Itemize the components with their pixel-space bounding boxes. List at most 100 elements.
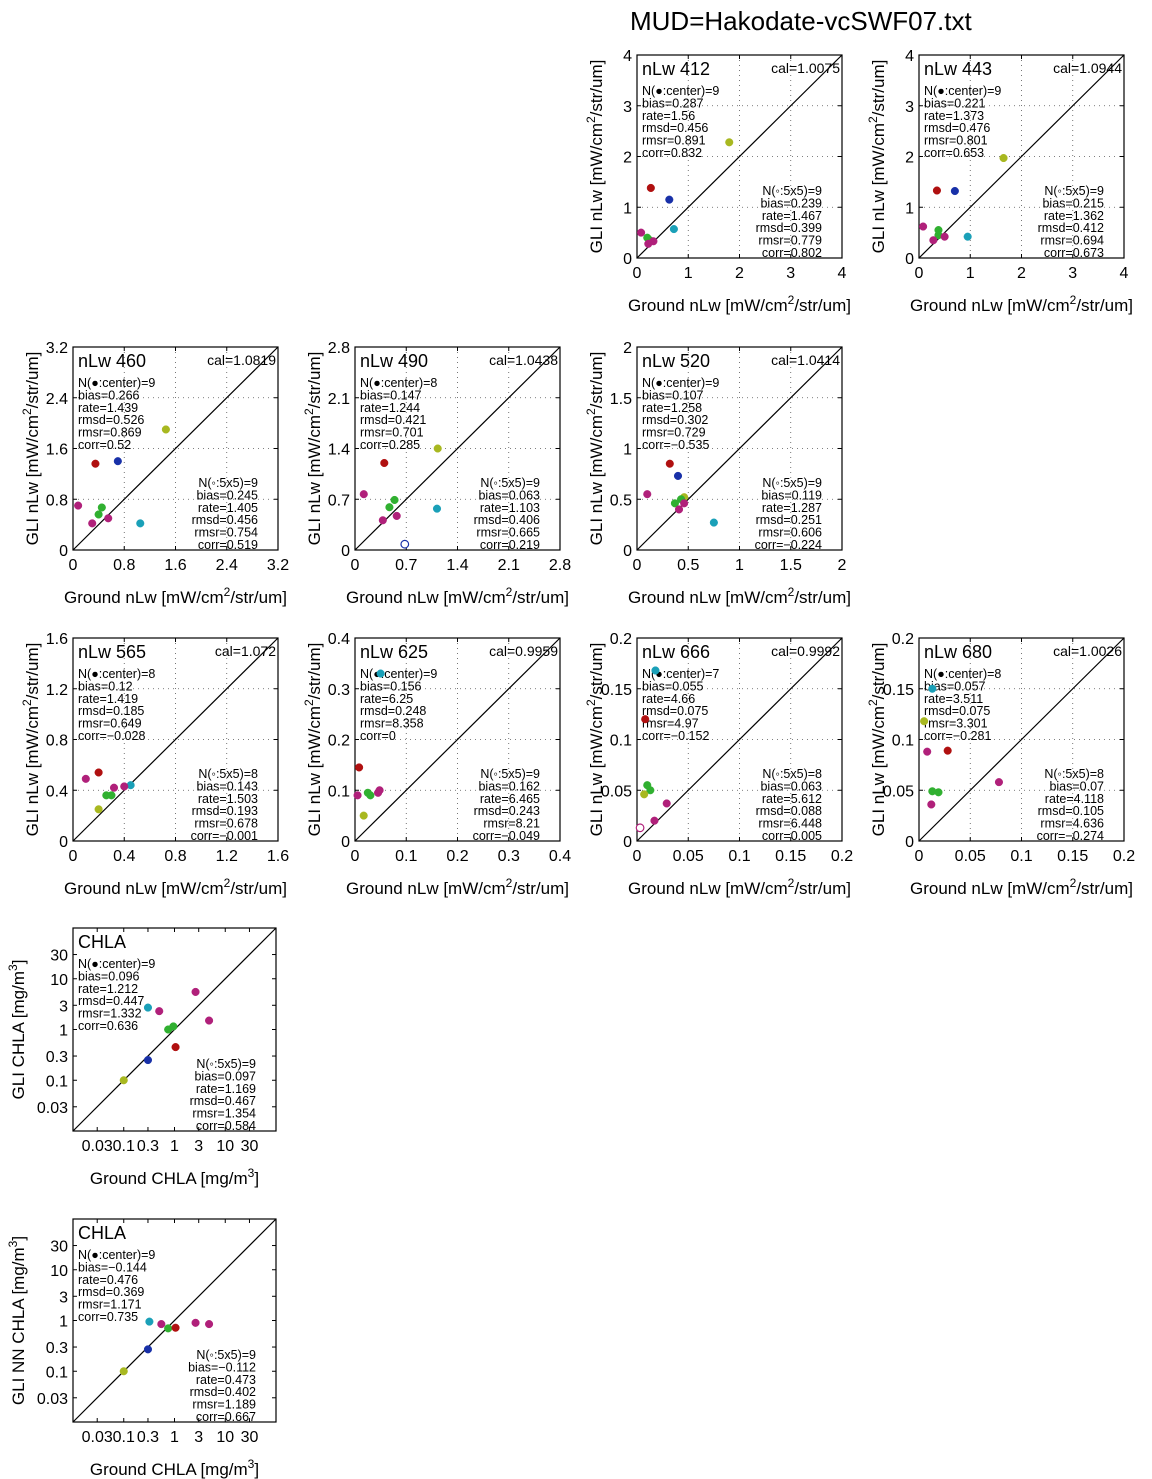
stats-center-line: rate=1.258	[642, 401, 702, 415]
x-axis-label: Ground nLw [mW/cm2/str/um]	[628, 876, 851, 898]
x-tick-label: 4	[1120, 265, 1129, 282]
y-axis-label: GLI nLw [mW/cm2/str/um]	[20, 352, 42, 546]
stats-box-line: N(◦:5x5)=9	[762, 476, 822, 490]
data-point	[191, 987, 200, 996]
data-point	[943, 746, 952, 755]
y-axis-label: GLI nLw [mW/cm2/str/um]	[302, 352, 324, 546]
chart-p520: 0 0.5 1 1.5 2 0 0.5 1 1.5 2 Ground nLw [mW/cm2/str…	[584, 340, 851, 607]
cal-label: cal=1.0438	[489, 352, 558, 368]
stats-center-line: corr=−0.152	[642, 729, 709, 743]
x-tick-label: 0.5	[677, 557, 699, 574]
x-axis-label: Ground nLw [mW/cm2/str/um]	[64, 876, 287, 898]
stats-center-line: bias=0.055	[642, 679, 704, 693]
stats-box-line: rmsr=0.754	[194, 526, 258, 540]
stats-center-line: bias=0.266	[78, 388, 140, 402]
stats-center-line: N(●:center)=9	[642, 84, 719, 98]
stats-box-line: rmsd=0.412	[1038, 221, 1104, 235]
stats-center-line: bias=0.12	[78, 679, 133, 693]
x-tick-label: 1.5	[780, 557, 802, 574]
stats-center-line: rmsd=0.447	[78, 994, 144, 1008]
x-tick-label: 0	[351, 848, 360, 865]
stats-box-line: rate=1.103	[480, 501, 540, 515]
x-axis-label: Ground nLw [mW/cm2/str/um]	[64, 585, 287, 607]
data-point	[929, 236, 938, 245]
stats-center-line: corr=0	[360, 729, 396, 743]
y-tick-label: 10	[50, 972, 68, 989]
stats-box-line: rmsr=0.665	[476, 526, 540, 540]
stats-box-line: rmsr=1.354	[192, 1107, 256, 1121]
x-tick-label: 2.1	[498, 557, 520, 574]
data-point	[999, 153, 1008, 163]
data-point	[205, 1320, 214, 1329]
x-tick-label: 0	[633, 557, 642, 574]
data-point	[171, 1323, 180, 1332]
y-tick-label: 0.8	[46, 733, 68, 750]
data-point	[641, 715, 650, 724]
data-point	[205, 1016, 214, 1025]
data-point	[143, 1056, 153, 1065]
stats-center-line: rate=1.419	[78, 692, 138, 706]
x-tick-label: 0	[69, 848, 78, 865]
x-tick-label: 0.15	[1057, 848, 1088, 865]
data-point	[928, 684, 937, 693]
chart-p490: 0 0.7 1.4 2.1 2.8 0 0.7 1.4 2.1 2.8 Ground nLw [mW…	[302, 340, 571, 607]
data-point	[107, 791, 116, 800]
x-tick-label: 3	[194, 1429, 203, 1446]
y-tick-label: 30	[50, 1239, 68, 1256]
stats-center-line: rate=4.66	[642, 692, 695, 706]
one-to-one-line	[918, 54, 1125, 259]
y-tick-label: 3	[623, 99, 632, 116]
data-point	[169, 1022, 178, 1031]
x-tick-label: 0.2	[446, 848, 468, 865]
y-tick-label: 0	[59, 834, 68, 851]
y-axis-label: GLI CHLA [mg/m3]	[6, 960, 28, 1100]
x-tick-label: 0.05	[955, 848, 986, 865]
data-point	[920, 717, 929, 726]
x-axis-label: Ground CHLA [mg/m3]	[90, 1457, 259, 1479]
stats-box-line: corr=0.673	[1044, 246, 1104, 260]
y-tick-label: 0.3	[46, 1340, 68, 1357]
x-tick-label: 0.7	[395, 557, 417, 574]
stats-box-line: rate=6.465	[480, 792, 540, 806]
data-point	[919, 222, 928, 231]
stats-center-line: N(●:center)=8	[360, 376, 437, 390]
y-tick-label: 0.03	[37, 1391, 68, 1408]
y-tick-label: 0	[905, 251, 914, 268]
panel-title: nLw 443	[924, 59, 992, 79]
x-tick-label: 0.4	[113, 848, 135, 865]
stats-center-line: N(●:center)=9	[78, 957, 155, 971]
x-tick-label: 1	[735, 557, 744, 574]
x-axis-label: Ground nLw [mW/cm2/str/um]	[346, 585, 569, 607]
stats-box-line: rmsd=0.456	[192, 513, 258, 527]
data-point	[376, 669, 385, 678]
y-tick-label: 0.15	[601, 682, 632, 699]
data-point	[390, 495, 399, 505]
stats-box-line: rate=1.405	[198, 501, 258, 515]
stats-center-line: rmsr=0.869	[78, 426, 142, 440]
stats-box-line: rmsr=0.606	[758, 526, 822, 540]
y-tick-label: 0.03	[37, 1100, 68, 1117]
x-axis-label: Ground nLw [mW/cm2/str/um]	[910, 293, 1133, 315]
panel-title: nLw 680	[924, 642, 992, 662]
stats-center-line: corr=0.735	[78, 1310, 138, 1324]
x-tick-label: 1	[684, 265, 693, 282]
y-axis-label: GLI NN CHLA [mg/m3]	[6, 1236, 28, 1405]
x-tick-label: 0	[633, 848, 642, 865]
stats-center-line: rmsr=8.358	[360, 717, 424, 731]
stats-box-line: N(◦:5x5)=9	[480, 476, 540, 490]
chart-p680: 0 0.05 0.1 0.15 0.2 0 0.05 0.1 0.15 0.2 Ground nLw…	[866, 631, 1135, 898]
stats-box-line: rmsd=0.105	[1038, 804, 1104, 818]
x-tick-label: 0.03	[82, 1138, 113, 1155]
stats-box-line: rmsr=0.779	[758, 234, 822, 248]
one-to-one-line	[354, 346, 561, 551]
data-point	[353, 791, 362, 800]
x-tick-label: 0.15	[775, 848, 806, 865]
stats-box-line: N(◦:5x5)=9	[1044, 184, 1104, 198]
stats-box-line: bias=0.063	[760, 779, 822, 793]
stats-center-line: bias=0.057	[924, 679, 986, 693]
x-tick-label: 30	[241, 1429, 259, 1446]
stats-box-line: N(◦:5x5)=9	[198, 476, 258, 490]
y-tick-label: 4	[623, 48, 632, 65]
data-point	[81, 774, 90, 783]
